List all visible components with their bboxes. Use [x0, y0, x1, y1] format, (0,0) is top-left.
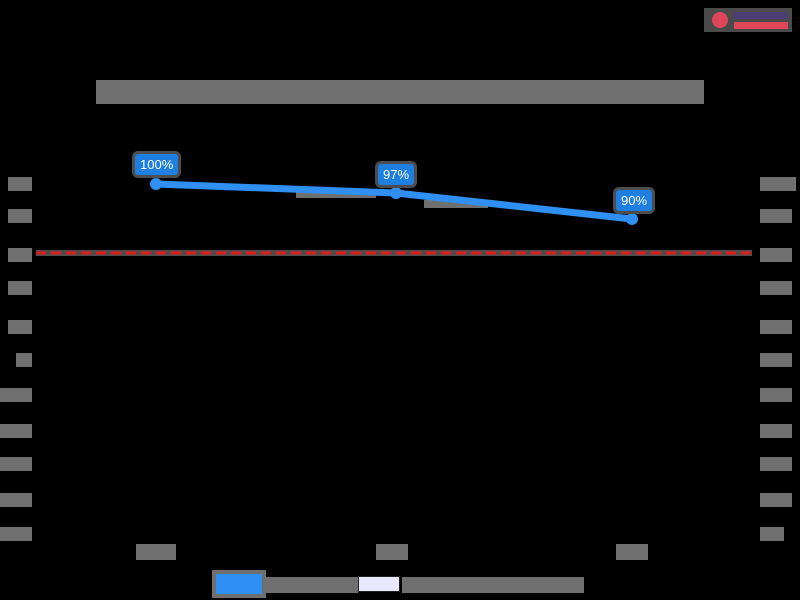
logo-text-top	[734, 12, 788, 19]
y-tick-label	[0, 457, 32, 471]
y-tick-label	[16, 353, 32, 367]
data-label: 97%	[378, 164, 415, 185]
legend-swatch-series[interactable]	[216, 574, 262, 594]
legend-label-series	[266, 577, 358, 593]
data-label: 100%	[135, 154, 179, 175]
y-tick-label	[0, 493, 32, 507]
data-point[interactable]	[150, 178, 162, 190]
logo-mark-icon	[712, 12, 728, 28]
data-point[interactable]	[390, 187, 402, 199]
y2-tick-label	[760, 177, 796, 191]
x-tick-label	[616, 544, 648, 560]
y-tick-label	[0, 388, 32, 402]
y2-tick-label	[760, 281, 792, 295]
y2-tick-label	[760, 248, 792, 262]
logo	[704, 8, 792, 32]
y2-tick-label	[760, 388, 792, 402]
y2-tick-label	[760, 424, 792, 438]
y-tick-label	[8, 177, 32, 191]
redacted-annotation	[424, 200, 488, 208]
x-tick-label	[136, 544, 176, 560]
chart-title	[96, 80, 704, 104]
legend-label-reference	[402, 577, 584, 593]
logo-text-bottom	[734, 22, 788, 29]
y-tick-label	[0, 527, 32, 541]
y-tick-label	[8, 248, 32, 262]
data-label: 90%	[616, 190, 653, 211]
y2-tick-label	[760, 209, 792, 223]
y2-tick-label	[760, 320, 792, 334]
y2-tick-label	[760, 527, 784, 541]
y-tick-label	[0, 424, 32, 438]
y2-tick-label	[760, 353, 792, 367]
legend-swatch-reference[interactable]	[358, 576, 400, 592]
y-tick-label	[8, 281, 32, 295]
data-point[interactable]	[626, 213, 638, 225]
y2-tick-label	[760, 457, 792, 471]
x-tick-label	[376, 544, 408, 560]
y-tick-label	[8, 209, 32, 223]
y-tick-label	[8, 320, 32, 334]
y2-tick-label	[760, 493, 792, 507]
